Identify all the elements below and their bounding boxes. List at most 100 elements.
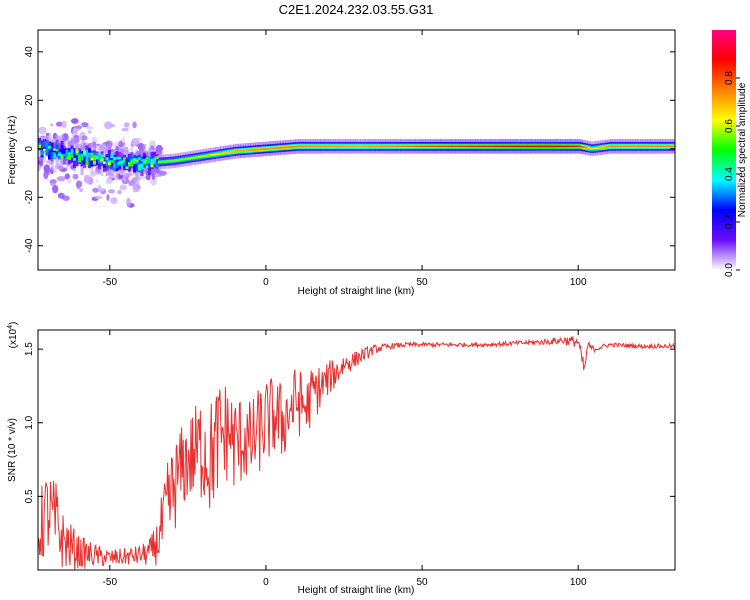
- spectrogram-cell: [185, 158, 189, 160]
- spectrogram-cell: [320, 145, 324, 148]
- spectrogram-cell: [77, 149, 82, 157]
- spectrogram-cell: [580, 145, 584, 148]
- y-tick-label: 40: [24, 46, 35, 58]
- spectrogram-cell: [155, 156, 159, 167]
- spectrogram-cell: [45, 141, 49, 152]
- spectrogram-cell: [250, 149, 254, 151]
- spectrogram-cell: [55, 149, 59, 152]
- spectrogram-cell: [38, 144, 42, 148]
- spectrogram-cell: [117, 156, 122, 160]
- x-tick-label: 100: [570, 577, 587, 588]
- spectrogram-cell: [85, 157, 89, 161]
- spectrogram-cell: [210, 154, 214, 156]
- spectrogram-cell: [595, 147, 599, 150]
- snr-ticks: -50 0 50 100 0.5 1.0 1.5: [24, 330, 675, 588]
- spectrogram-cell: [42, 148, 47, 152]
- spectrogram-cell: [117, 161, 122, 169]
- colorbar-tick-label: 0.0: [724, 263, 735, 277]
- spectrogram-cell: [65, 150, 69, 156]
- spectrogram-cell: [627, 145, 631, 148]
- spectrogram-ticks: -50 0 50 100 -40 -20 0 20 40: [24, 30, 675, 288]
- spectrogram-blob: [101, 187, 105, 192]
- spectrogram-cell: [592, 147, 596, 150]
- spectrogram-cell: [95, 156, 99, 166]
- spectrogram-cell: [600, 146, 604, 149]
- spectrogram-cell: [620, 145, 624, 148]
- spectrogram-blob: [158, 170, 167, 176]
- spectrogram-cell: [397, 145, 401, 148]
- spectrogram-cell: [497, 145, 501, 148]
- spectrogram-cell: [357, 145, 361, 148]
- spectrogram-cell: [60, 154, 64, 159]
- spectrogram-cell: [65, 156, 69, 160]
- spectrogram-cell: [427, 145, 431, 148]
- spectrogram-cell: [465, 145, 469, 148]
- spectrogram-cell: [140, 163, 144, 170]
- spectrogram-cell: [102, 143, 107, 170]
- spectrogram-cell: [117, 152, 122, 170]
- spectrogram-blob: [126, 197, 131, 207]
- spectrogram-cell: [395, 145, 399, 148]
- spectrogram-cell: [650, 145, 654, 148]
- spectrogram-cell: [95, 153, 99, 160]
- spectrogram-panel: -50 0 50 100 -40 -20 0 20 40 Height of straight …: [7, 29, 676, 297]
- spectrogram-cell: [410, 145, 414, 148]
- spectrogram-cell: [122, 157, 127, 163]
- spectrogram-cell: [147, 164, 152, 170]
- spectrogram-cell: [460, 145, 464, 148]
- spectrogram-cell: [112, 157, 117, 161]
- spectrogram-cell: [87, 154, 92, 158]
- spectrogram-cell: [297, 145, 301, 148]
- spectrogram-cell: [92, 150, 97, 159]
- spectrogram-blob: [107, 189, 116, 194]
- spectrogram-cell: [455, 145, 459, 148]
- spectrogram-cell: [290, 146, 294, 148]
- spectrogram-blob: [52, 165, 57, 174]
- spectrogram-cell: [62, 149, 67, 154]
- spectrogram-cell: [520, 145, 524, 148]
- spectrogram-cell: [510, 145, 514, 148]
- spectrogram-cell: [607, 145, 611, 148]
- spectrogram-cell: [412, 145, 416, 148]
- spectrogram-cell: [402, 145, 406, 148]
- spectrogram-cell: [487, 145, 491, 148]
- spectrogram-cell: [85, 150, 89, 159]
- spectrogram-cell: [227, 151, 231, 154]
- spectrogram-cell: [80, 156, 84, 161]
- spectrogram-cell: [517, 145, 521, 148]
- spectrogram-blob: [128, 180, 135, 187]
- snr-ylabel: SNR (10 * v/v): [7, 418, 18, 482]
- spectrogram-cell: [107, 150, 112, 163]
- spectrogram-cell: [150, 158, 154, 166]
- spectrogram-cell: [192, 156, 196, 159]
- spectrogram-cell: [375, 145, 379, 148]
- spectrogram-cell: [55, 149, 59, 155]
- spectrogram-cell: [97, 159, 102, 164]
- spectrogram-cell: [322, 145, 326, 148]
- spectrogram-cell: [177, 159, 181, 161]
- figure-title: C2E1.2024.232.03.55.G31: [279, 2, 434, 17]
- spectrogram-cell: [512, 145, 516, 148]
- spectrogram-cell: [157, 161, 162, 163]
- spectrogram-cell: [67, 156, 72, 160]
- spectrogram-cell: [452, 145, 456, 148]
- spectrogram-cell: [212, 153, 216, 156]
- spectrogram-blob: [45, 132, 49, 136]
- spectrogram-cell: [547, 145, 551, 148]
- spectrogram-cell: [272, 147, 276, 150]
- spectrogram-cell: [122, 163, 127, 166]
- spectrogram-cell: [202, 155, 206, 158]
- spectrogram-cell: [57, 152, 62, 157]
- spectrogram-cell: [67, 152, 72, 160]
- spectrogram-cell: [145, 157, 149, 164]
- spectrogram-cell: [337, 145, 341, 148]
- spectrogram-cell: [360, 145, 364, 148]
- spectrogram-cell: [52, 152, 57, 159]
- spectrogram-cell: [305, 145, 309, 148]
- spectrogram-cell: [530, 145, 534, 148]
- spectrogram-cell: [655, 145, 659, 148]
- colorbar-ticks: 0.0 0.2 0.4 0.6 0.8: [724, 71, 740, 277]
- spectrogram-cell: [95, 152, 99, 157]
- spectrogram-cell: [400, 145, 404, 148]
- spectrogram-cell: [317, 145, 321, 148]
